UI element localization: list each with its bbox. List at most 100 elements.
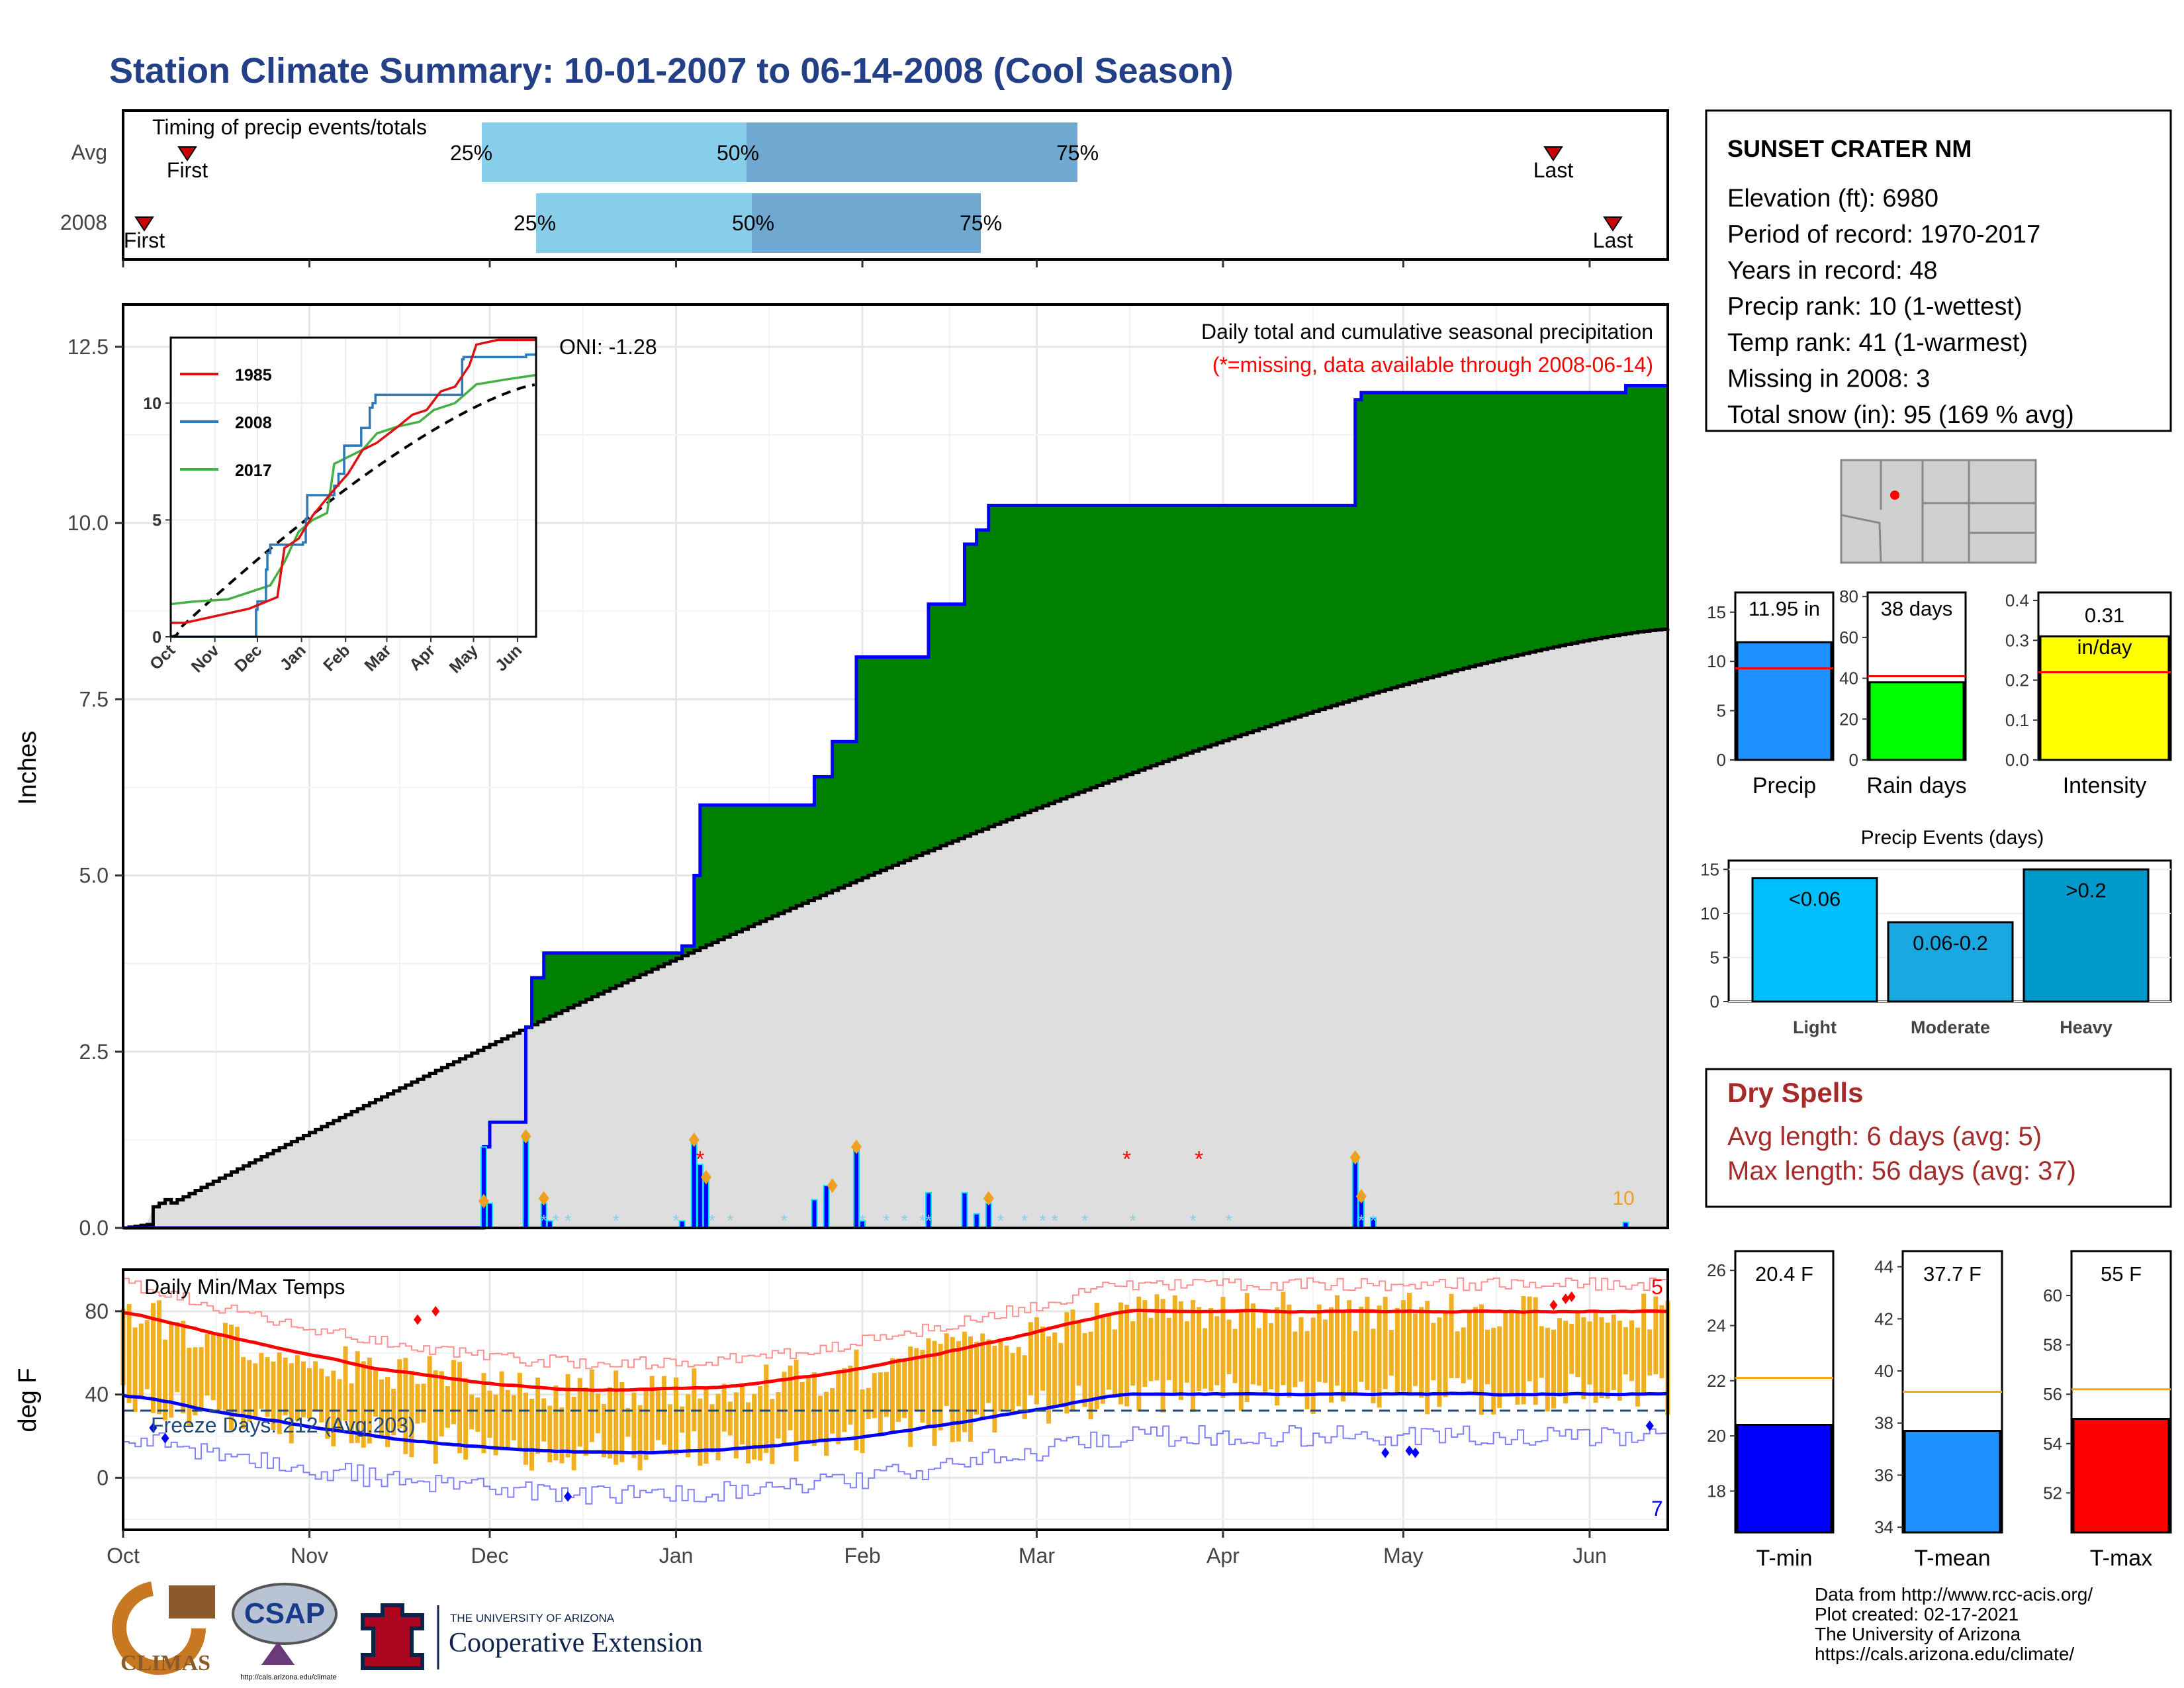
daily-temp-bar bbox=[595, 1393, 600, 1434]
inset-1985-line bbox=[171, 338, 536, 624]
daily-temp-bar bbox=[1322, 1319, 1328, 1383]
precip-ylabel: Inches bbox=[14, 731, 42, 805]
daily-temp-bar bbox=[637, 1405, 643, 1471]
daily-temp-bar bbox=[1298, 1317, 1304, 1382]
daily-temp-bar bbox=[1310, 1317, 1316, 1414]
record-high-line bbox=[123, 1277, 1668, 1370]
daily-temp-bar bbox=[505, 1389, 510, 1450]
daily-precip-bar bbox=[702, 1178, 709, 1229]
daily-temp-bar bbox=[547, 1405, 553, 1463]
daily-temp-bar bbox=[481, 1373, 486, 1454]
daily-temp-bar bbox=[1203, 1328, 1208, 1389]
daily-temp-bar bbox=[199, 1347, 204, 1410]
snow-marker-icon: * bbox=[672, 1211, 679, 1231]
record-low-marker-icon bbox=[1405, 1445, 1414, 1456]
daily-temp-bar bbox=[300, 1361, 306, 1417]
event-bar-label: Light bbox=[1793, 1017, 1837, 1037]
daily-temp-bar bbox=[361, 1361, 366, 1448]
daily-temp-bar bbox=[1449, 1293, 1454, 1378]
daily-temp-bar bbox=[1010, 1352, 1015, 1413]
daily-temp-bar bbox=[715, 1393, 721, 1461]
daily-temp-bar bbox=[144, 1320, 150, 1389]
summary-ytick-label: 0 bbox=[1717, 750, 1726, 770]
daily-temp-bar bbox=[1599, 1317, 1604, 1399]
max-daily-marker-icon bbox=[827, 1178, 838, 1194]
daily-temp-bar bbox=[944, 1333, 949, 1406]
summary-value-bar bbox=[1868, 681, 1965, 761]
daily-temp-bar bbox=[1353, 1331, 1358, 1393]
record-low-marker-icon bbox=[1645, 1420, 1654, 1431]
summary-ytick-label: 0.1 bbox=[2005, 710, 2029, 730]
snow-marker-icon: * bbox=[925, 1211, 932, 1231]
daily-temp-bar bbox=[914, 1348, 919, 1412]
daily-temp-bar bbox=[686, 1394, 691, 1458]
daily-temp-bar bbox=[355, 1351, 360, 1443]
daily-temp-bar bbox=[625, 1407, 631, 1437]
daily-temp-bar bbox=[655, 1389, 660, 1440]
daily-temp-bar bbox=[872, 1373, 877, 1419]
daily-temp-bar bbox=[1473, 1307, 1478, 1395]
avg-low-line bbox=[122, 1391, 1668, 1455]
events-ytick-label: 10 bbox=[1700, 904, 1719, 923]
record-low-marker-icon bbox=[161, 1432, 169, 1444]
daily-temp-bar bbox=[1076, 1321, 1081, 1386]
intensity-summary-chart: 0.0 0.1 0.2 0.3 0.4 0.31 in/day Intensity bbox=[2005, 590, 2172, 798]
max-daily-marker-icon bbox=[700, 1170, 711, 1185]
daily-precip-bar bbox=[985, 1202, 992, 1229]
daily-temp-bar bbox=[1004, 1345, 1009, 1410]
footer-line: Data from http://www.rcc-acis.org/ bbox=[1815, 1584, 2093, 1605]
daily-temp-bar bbox=[241, 1357, 246, 1429]
summary-chart-label: Rain days bbox=[1866, 773, 1966, 798]
summary-value-label: 20.4 F bbox=[1755, 1262, 1813, 1286]
daily-temp-bar bbox=[1022, 1355, 1027, 1419]
inset-avg-line bbox=[170, 383, 535, 638]
daily-temp-bar bbox=[1455, 1331, 1460, 1379]
daily-temp-bar bbox=[1304, 1331, 1310, 1409]
daily-temp-bar bbox=[451, 1360, 456, 1425]
daily-temp-bar bbox=[1184, 1321, 1189, 1383]
summary-ytick-label: 44 bbox=[1874, 1257, 1893, 1277]
daily-temp-bar bbox=[721, 1383, 727, 1432]
daily-temp-bar bbox=[956, 1340, 961, 1442]
snow-marker-icon: * bbox=[1052, 1211, 1058, 1231]
station-info-line: Elevation (ft): 6980 bbox=[1727, 185, 1938, 212]
daily-temp-bar bbox=[902, 1359, 907, 1419]
daily-temp-bar bbox=[493, 1394, 498, 1456]
timing-2008-p50: 50% bbox=[732, 211, 774, 235]
snow-marker-icon: * bbox=[1358, 1211, 1365, 1231]
summary-value-label: 38 days bbox=[1881, 597, 1953, 620]
temp-ylabel: deg F bbox=[14, 1368, 42, 1432]
daily-temp-bar bbox=[889, 1358, 895, 1431]
daily-temp-bar bbox=[1533, 1297, 1538, 1405]
daily-temp-bar bbox=[1491, 1327, 1496, 1415]
climas-logo-text: CLIMAS bbox=[120, 1651, 210, 1675]
inset-ytick-label: 0 bbox=[152, 628, 161, 647]
summary-value-label: 37.7 F bbox=[1923, 1262, 1981, 1286]
event-bar-text: 0.06-0.2 bbox=[1913, 931, 1988, 955]
daily-temp-bar bbox=[541, 1398, 547, 1442]
daily-temp-bar bbox=[1431, 1323, 1436, 1381]
daily-temp-bar bbox=[782, 1372, 787, 1446]
daily-temp-bar bbox=[709, 1404, 715, 1453]
summary-ytick-label: 15 bbox=[1707, 602, 1726, 622]
daily-temp-bar bbox=[950, 1336, 955, 1442]
summary-ytick-label: 20 bbox=[1839, 709, 1858, 729]
snow-marker-icon: * bbox=[859, 1211, 866, 1231]
inset-2017-line bbox=[170, 373, 537, 606]
daily-temp-bar bbox=[235, 1327, 240, 1413]
summary-ytick-label: 10 bbox=[1707, 651, 1726, 671]
precip-ytick-label: 0.0 bbox=[79, 1216, 109, 1240]
daily-temp-bar bbox=[1479, 1304, 1484, 1415]
figure-title: Station Climate Summary: 10-01-2007 to 0… bbox=[109, 51, 1234, 91]
daily-temp-bar bbox=[228, 1325, 234, 1430]
cumulative-2008-line bbox=[123, 383, 1668, 1230]
inset-legend-1985: 1985 bbox=[235, 366, 272, 385]
daily-temp-bar bbox=[1617, 1321, 1622, 1401]
temp-panel: 0 40 80 deg F Daily Min/Max Temps Freeze D… bbox=[14, 1268, 1670, 1531]
daily-temp-bar bbox=[1220, 1297, 1226, 1398]
daily-temp-bar bbox=[1335, 1295, 1340, 1386]
location-map bbox=[1840, 459, 2037, 564]
daily-temp-bar bbox=[1293, 1331, 1298, 1387]
daily-temp-bar bbox=[692, 1368, 697, 1432]
daily-temp-bar bbox=[1383, 1296, 1388, 1389]
